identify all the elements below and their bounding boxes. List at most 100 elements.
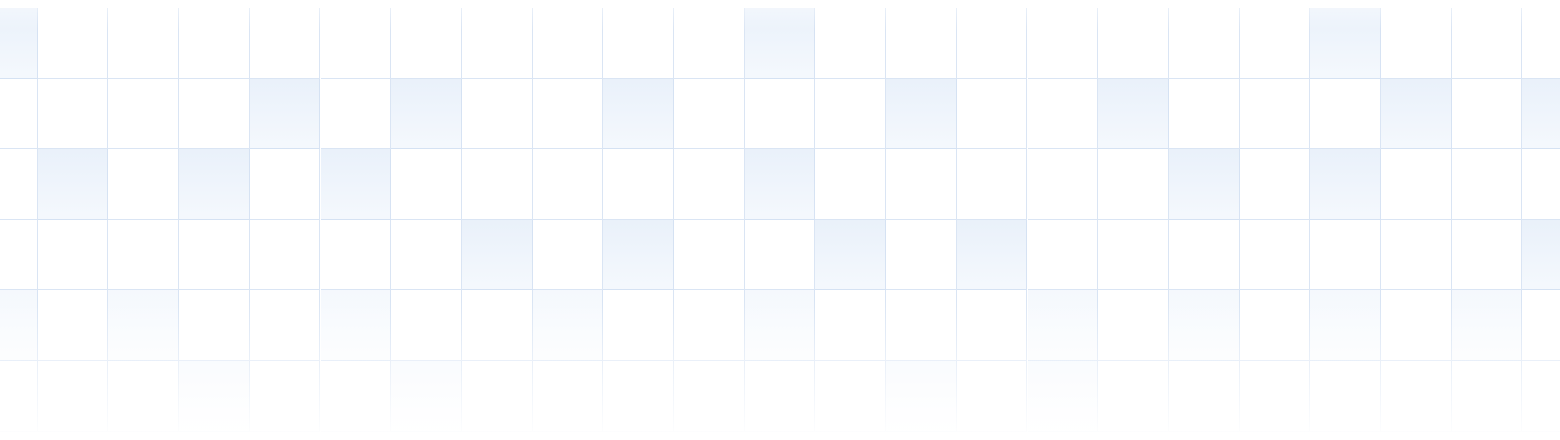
- grid-cell: [603, 149, 674, 220]
- grid-cell: [1098, 8, 1169, 79]
- grid-cell: [956, 219, 1028, 291]
- grid-cell: [179, 149, 250, 220]
- grid-pattern: [0, 8, 1560, 438]
- grid-cell: [37, 149, 109, 220]
- grid-cell: [744, 361, 816, 432]
- grid-cell: [603, 219, 674, 291]
- grid-cell: [108, 149, 180, 220]
- grid-cell: [744, 149, 816, 220]
- grid-cell: [956, 78, 1028, 150]
- grid-cell: [744, 290, 816, 361]
- grid-cell: [1381, 149, 1452, 220]
- grid-cell: [179, 78, 250, 150]
- grid-cell: [1027, 8, 1099, 79]
- grid-cell: [1098, 149, 1169, 220]
- grid-cell: [674, 361, 745, 432]
- grid-cell: [815, 361, 887, 432]
- grid-cell: [1522, 78, 1560, 150]
- grid-cell: [1451, 8, 1523, 79]
- grid-cell: [37, 361, 109, 432]
- grid-cell: [956, 290, 1028, 361]
- grid-cell: [108, 361, 180, 432]
- grid-cell: [1098, 219, 1169, 291]
- grid-cell: [179, 219, 250, 291]
- grid-cell: [956, 149, 1028, 220]
- grid-cell: [1168, 290, 1240, 361]
- grid-cell: [1381, 290, 1452, 361]
- grid-cell: [391, 361, 462, 432]
- grid-cell: [461, 219, 533, 291]
- grid-cell: [1310, 8, 1381, 79]
- grid-cell: [603, 8, 674, 79]
- grid-cell: [249, 78, 321, 150]
- grid-cell: [37, 8, 109, 79]
- grid-cell: [956, 8, 1028, 79]
- grid-cell: [37, 290, 109, 361]
- grid-cell: [249, 361, 321, 432]
- grid-cell: [37, 78, 109, 150]
- grid-cell: [1310, 361, 1381, 432]
- grid-cell: [1522, 8, 1560, 79]
- grid-cell: [1168, 219, 1240, 291]
- grid-cell: [603, 361, 674, 432]
- grid-cell: [1522, 149, 1560, 220]
- grid-cell: [1239, 361, 1311, 432]
- grid-cell: [0, 149, 38, 220]
- grid-cell: [391, 149, 462, 220]
- grid-cell: [108, 290, 180, 361]
- grid-cell: [886, 290, 957, 361]
- grid-cell: [0, 8, 38, 79]
- grid-cell: [179, 8, 250, 79]
- grid-cell: [532, 290, 604, 361]
- grid-cell: [1239, 8, 1311, 79]
- grid-cell: [815, 78, 887, 150]
- grid-cell: [1168, 78, 1240, 150]
- grid-cell: [1310, 219, 1381, 291]
- grid-cell: [603, 290, 674, 361]
- grid-cell: [886, 149, 957, 220]
- grid-cell: [179, 361, 250, 432]
- grid-cell: [1168, 361, 1240, 432]
- grid-cell: [1451, 361, 1523, 432]
- grid-cell: [674, 219, 745, 291]
- grid-cell: [1239, 78, 1311, 150]
- grid-cell: [674, 149, 745, 220]
- grid-cell: [0, 78, 38, 150]
- grid-cell: [249, 149, 321, 220]
- grid-cell: [815, 149, 887, 220]
- grid-cell: [37, 219, 109, 291]
- grid-cell: [532, 8, 604, 79]
- grid-cell: [1239, 290, 1311, 361]
- grid-cell: [0, 219, 38, 291]
- grid-cell: [108, 78, 180, 150]
- grid-cell: [461, 149, 533, 220]
- grid-cell: [1310, 78, 1381, 150]
- grid-cell: [815, 219, 887, 291]
- grid-cell: [1381, 219, 1452, 291]
- grid-cell: [391, 78, 462, 150]
- grid-cell: [461, 290, 533, 361]
- grid-cell: [1098, 78, 1169, 150]
- grid-cell: [1522, 290, 1560, 361]
- grid-cell: [108, 219, 180, 291]
- grid-cell: [886, 78, 957, 150]
- grid-cell: [1451, 290, 1523, 361]
- grid-cell: [1168, 8, 1240, 79]
- grid-cell: [886, 8, 957, 79]
- grid-cell: [1027, 149, 1099, 220]
- grid-cell: [532, 361, 604, 432]
- grid-cell: [744, 78, 816, 150]
- grid-cell: [0, 290, 38, 361]
- grid-cell: [0, 361, 38, 432]
- grid-cell: [603, 78, 674, 150]
- grid-cell: [179, 290, 250, 361]
- grid-cell: [320, 8, 392, 79]
- grid-cell: [956, 361, 1028, 432]
- grid-cell: [461, 78, 533, 150]
- grid-cell: [320, 149, 392, 220]
- grid-cell: [532, 219, 604, 291]
- grid-cell: [532, 78, 604, 150]
- grid-cell: [1098, 361, 1169, 432]
- grid-cell: [815, 290, 887, 361]
